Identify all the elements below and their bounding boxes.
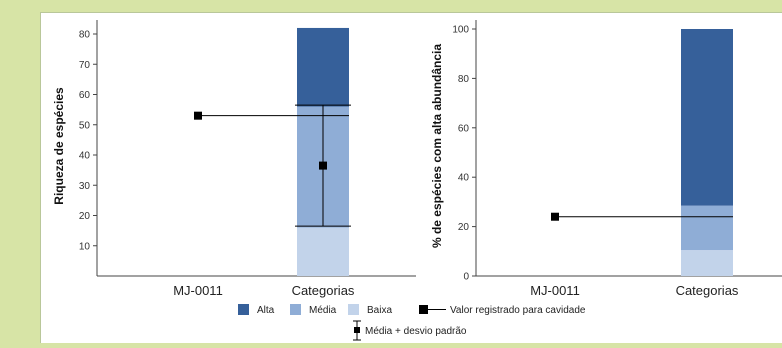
y-axis-label: % de espécies com alta abundância: [430, 44, 444, 248]
y-tick-label: 20: [458, 222, 470, 233]
y-tick-label: 10: [79, 241, 91, 252]
category-label-categorias: Categorias: [292, 283, 355, 298]
y-tick-label: 60: [458, 123, 470, 134]
markers: [194, 104, 351, 227]
y-tick-label: 30: [79, 181, 91, 192]
category-label-mj0011: MJ-0011: [173, 283, 223, 298]
category-label-categorias: Categorias: [676, 283, 739, 298]
figure-panel: 10 20 30 40 50 60 70 80 Riqueza de espécies MJ-…: [40, 12, 782, 343]
bar-segment-alta: [681, 29, 733, 206]
legend-errorbar-icon: [353, 320, 361, 341]
bar-segment-alta: [297, 27, 349, 107]
legend-observed-marker: [419, 305, 428, 314]
bar-segment-baixa: [297, 227, 349, 276]
y-tick-label: 50: [79, 120, 91, 131]
y-tick-label: 80: [79, 30, 91, 41]
charts-svg: 10 20 30 40 50 60 70 80 Riqueza de espécies MJ-…: [52, 20, 782, 341]
observed-value-marker: [194, 111, 202, 120]
observed-value-marker: [551, 212, 559, 221]
y-tick-label: 80: [458, 74, 470, 85]
legend-label-media: Média: [309, 305, 337, 316]
stacked-bar: [681, 29, 733, 276]
legend: Alta Média Baixa Valor registrado para c…: [238, 304, 586, 341]
legend-label-baixa: Baixa: [367, 305, 392, 316]
chart-species-richness: 10 20 30 40 50 60 70 80 Riqueza de espécies MJ-…: [52, 20, 416, 298]
y-tick-label: 0: [463, 272, 469, 283]
legend-swatch-baixa: [348, 304, 359, 315]
bar-segment-baixa: [681, 250, 733, 276]
markers: [551, 212, 733, 221]
legend-label-alta: Alta: [257, 305, 275, 316]
y-ticks: 10 20 30 40 50 60 70 80: [79, 30, 97, 252]
legend-label-observed: Valor registrado para cavidade: [450, 305, 586, 316]
y-axis-label: Riqueza de espécies: [52, 87, 66, 205]
y-tick-label: 100: [452, 25, 469, 36]
y-tick-label: 40: [79, 151, 91, 162]
y-tick-label: 70: [79, 60, 91, 71]
y-ticks: 0 20 40 60 80 100: [452, 25, 476, 283]
bar-segment-media: [681, 205, 733, 251]
category-label-mj0011: MJ-0011: [530, 283, 580, 298]
y-tick-label: 20: [79, 211, 91, 222]
legend-swatch-media: [290, 304, 301, 315]
y-tick-label: 40: [458, 173, 470, 184]
stacked-bar: [297, 27, 349, 276]
mean-marker: [319, 161, 327, 170]
chart-high-abundance: 0 20 40 60 80 100 % de espécies com alta abun…: [430, 20, 782, 298]
y-tick-label: 60: [79, 90, 91, 101]
legend-label-errorbar: Média + desvio padrão: [365, 326, 467, 337]
legend-swatch-alta: [238, 304, 249, 315]
